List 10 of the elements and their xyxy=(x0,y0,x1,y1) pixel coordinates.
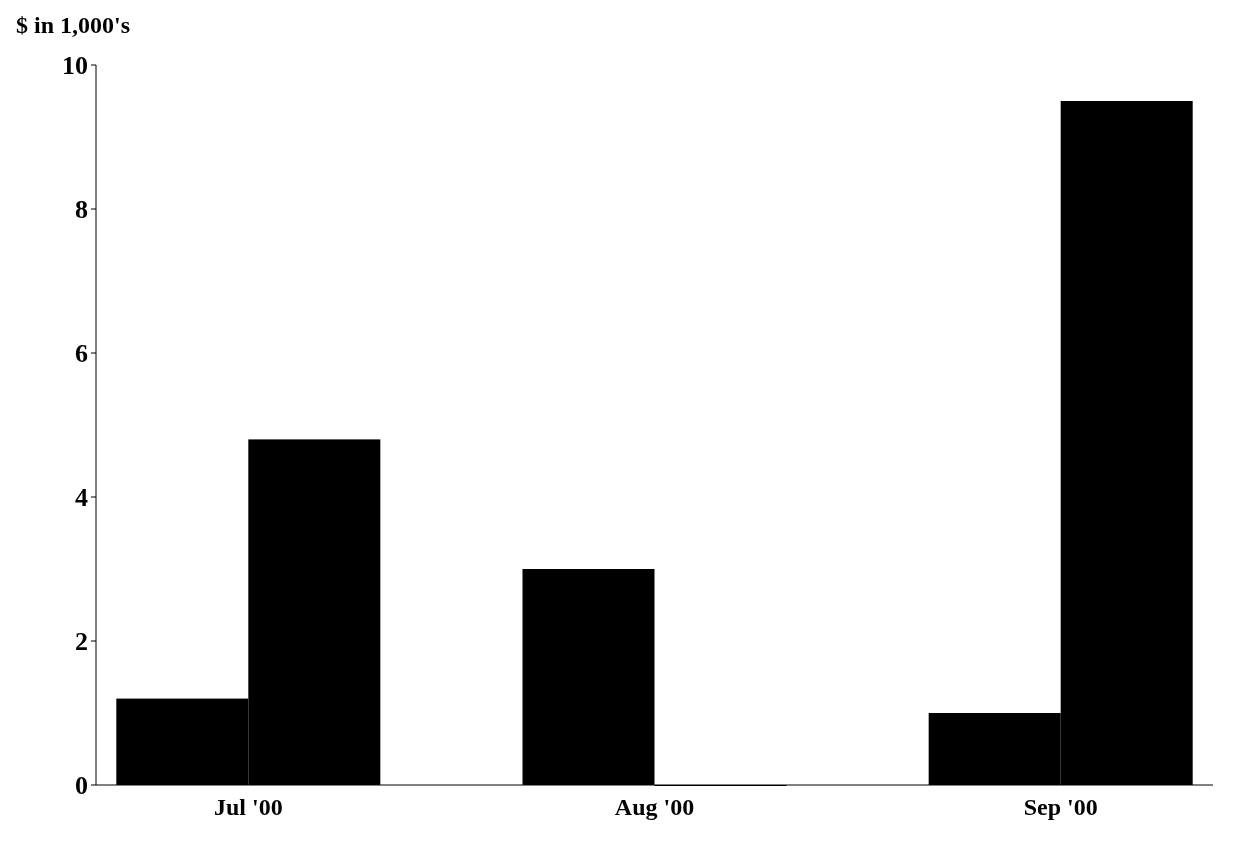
y-tick-label: 6 xyxy=(75,339,88,369)
x-tick-label: Jul '00 xyxy=(213,794,283,820)
y-tick-label: 8 xyxy=(75,195,88,225)
y-tick-label: 10 xyxy=(62,51,88,81)
y-tick-label: 0 xyxy=(75,771,88,801)
y-tick-label: 4 xyxy=(75,483,88,513)
x-tick-label: Aug '00 xyxy=(614,794,695,820)
y-tick-label: 2 xyxy=(75,627,88,657)
x-tick-label: Sep '00 xyxy=(1023,794,1098,820)
y-axis-title: $ in 1,000's xyxy=(16,12,131,38)
